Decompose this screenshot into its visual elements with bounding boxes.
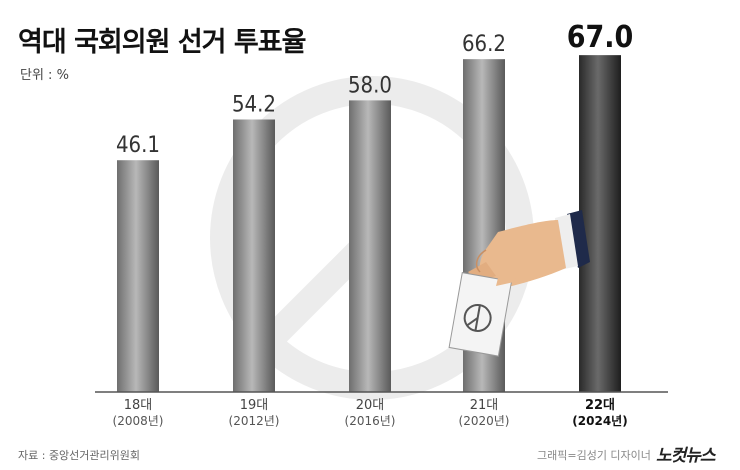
value-label: 66.2 [462,32,506,57]
value-label: 67.0 [567,20,634,55]
bar-22대 [579,55,621,393]
category-label: 20대 [356,398,385,413]
category-label: 22대 [585,398,615,413]
bar-18대 [117,160,159,392]
publisher-logo: 노컷뉴스 [656,446,716,466]
value-label: 46.1 [116,133,160,158]
category-label: 21대 [470,398,499,413]
bars-layer: 46.1 18대(2008년) 54.2 19대(2012년) 58.0 20대(2016… [113,20,634,428]
page-title: 역대 국회의원 선거 투표율 [18,27,306,58]
year-label: (2008년) [113,414,164,428]
year-label: (2016년) [345,414,396,428]
category-label: 19대 [240,398,269,413]
category-label: 18대 [124,398,153,413]
value-label: 54.2 [232,92,276,117]
hand-ballot-illustration [448,210,590,357]
value-label: 58.0 [348,73,392,98]
bar-19대 [233,119,275,392]
year-label: (2012년) [229,414,280,428]
bar-20대 [349,100,391,392]
graphic-credit: 그래픽=김성기 디자이너 [537,449,651,462]
year-label: (2024년) [572,414,627,428]
unit-label: 단위 : % [20,68,69,83]
source-note: 자료 : 중앙선거관리위원회 [18,449,141,462]
year-label: (2020년) [459,414,510,428]
